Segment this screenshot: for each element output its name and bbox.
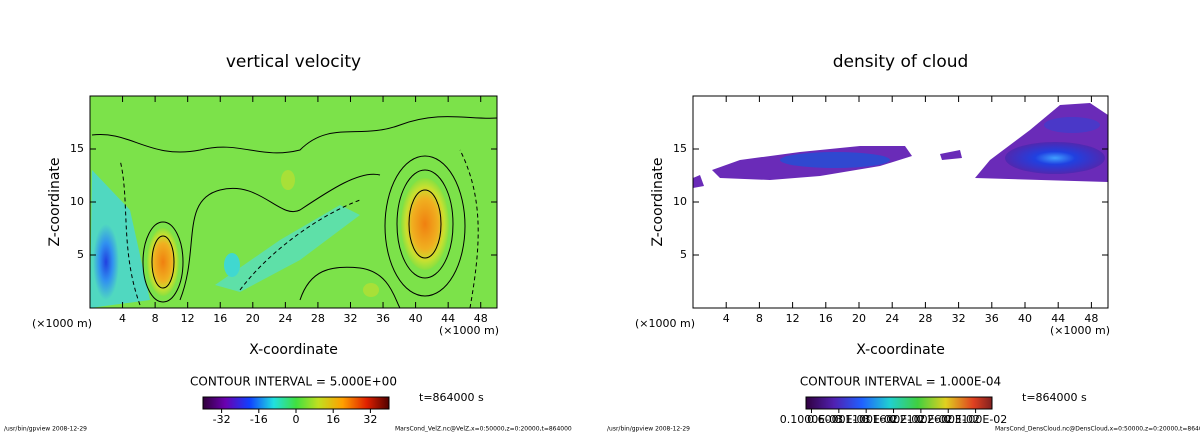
footer-right: MarsCond_VelZ.nc@VelZ,x=0:50000,z=0:2000… (395, 426, 572, 433)
colorbar-tick-label: 0.2100E-02 (889, 413, 952, 426)
x-tick-label: 12 (181, 312, 195, 325)
x-tick-label: 24 (278, 312, 292, 325)
x-axis-label: X-coordinate (856, 342, 945, 358)
x-unit-label: (×1000 m) (32, 317, 92, 330)
x-tick-label: 24 (885, 312, 899, 325)
cloud-field (693, 103, 1108, 188)
contour-interval: CONTOUR INTERVAL = 1.000E-04 (800, 375, 1001, 389)
colorbar-tick-label: 0.1600E-02 (862, 413, 925, 426)
x-tick-label: 32 (343, 312, 357, 325)
colorbar-tick-label: 16 (326, 413, 340, 426)
colorbar-tick-label: 0 (293, 413, 300, 426)
chart-title: vertical velocity (226, 52, 361, 72)
time-label: t=864000 s (419, 391, 484, 404)
colorbar-tick-label: 32 (363, 413, 377, 426)
x-tick-label: 4 (119, 312, 126, 325)
x-tick-label: 32 (952, 312, 966, 325)
x-tick-label: 8 (756, 312, 763, 325)
x-unit-label: (×1000 m) (439, 324, 499, 337)
x-tick-label: 20 (246, 312, 260, 325)
x-tick-label: 28 (311, 312, 325, 325)
x-tick-label: 44 (1051, 312, 1065, 325)
colorbar (202, 396, 390, 410)
colorbar-tick-label: 0.2600E-02 (917, 413, 980, 426)
y-tick-label: 10 (673, 195, 687, 208)
footer-left: /usr/bin/gpview 2008-12-29 (607, 426, 690, 433)
chart-title: density of cloud (833, 52, 969, 72)
x-tick-label: 12 (786, 312, 800, 325)
colorbar-tick-label: 0.1100E-02 (834, 413, 897, 426)
x-tick-label: 28 (918, 312, 932, 325)
x-tick-label: 48 (474, 312, 488, 325)
x-unit-label: (×1000 m) (1050, 324, 1110, 337)
x-tick-label: 44 (441, 312, 455, 325)
colorbar-tick-label: 0.6000E-03 (807, 413, 870, 426)
y-axis-label: Z-coordinate (47, 157, 63, 246)
contour-interval: CONTOUR INTERVAL = 5.000E+00 (190, 375, 397, 389)
time-label: t=864000 s (1022, 391, 1087, 404)
x-tick-label: 40 (409, 312, 423, 325)
x-unit-label: (×1000 m) (635, 317, 695, 330)
x-axis-label: X-coordinate (249, 342, 338, 358)
x-tick-label: 4 (723, 312, 730, 325)
y-axis-label: Z-coordinate (650, 157, 666, 246)
x-tick-label: 20 (852, 312, 866, 325)
colorbar-tick-label: 0.3100E-02 (944, 413, 1007, 426)
x-tick-label: 16 (213, 312, 227, 325)
x-tick-label: 8 (152, 312, 159, 325)
y-tick-label: 15 (673, 142, 687, 155)
x-tick-label: 36 (376, 312, 390, 325)
footer-left: /usr/bin/gpview 2008-12-29 (4, 426, 87, 433)
footer-right: MarsCond_DensCloud.nc@DensCloud,x=0:5000… (995, 426, 1200, 433)
x-tick-label: 36 (985, 312, 999, 325)
x-tick-label: 16 (819, 312, 833, 325)
velocity-field (90, 96, 497, 308)
y-tick-label: 10 (70, 195, 84, 208)
colorbar-tick-label: -16 (250, 413, 268, 426)
y-tick-label: 15 (70, 142, 84, 155)
x-tick-label: 40 (1018, 312, 1032, 325)
y-tick-label: 5 (77, 248, 84, 261)
y-tick-label: 5 (680, 248, 687, 261)
colorbar-tick-label: 0.1000E-03 (780, 413, 843, 426)
colorbar (805, 396, 993, 410)
colorbar-tick-label: -32 (213, 413, 231, 426)
x-tick-label: 48 (1084, 312, 1098, 325)
